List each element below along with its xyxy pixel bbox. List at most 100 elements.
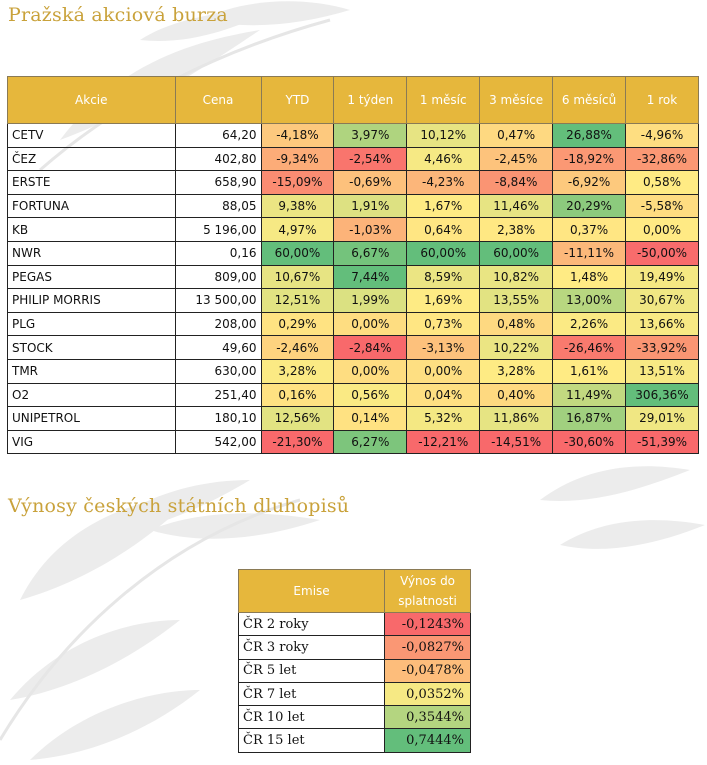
header-ytd: YTD [260,76,335,124]
header-1-mesic: 1 měsíc [406,76,481,124]
stock-price: 180,10 [174,406,262,431]
stock-change-m6: 13,00% [552,288,626,313]
stock-change-ytd: 12,56% [260,406,335,431]
stock-change-y1: -4,96% [625,123,699,148]
bond-yield: -0,0827% [384,635,471,660]
stock-change-y1: 13,51% [625,358,699,384]
stock-change-m1: -4,23% [406,170,481,195]
stock-change-ytd: 12,51% [260,288,335,313]
table-row: KB 5 196,00 4,97% -1,03% 0,64% 2,38% 0,37% 0,00… [7,217,699,242]
bond-yield: 0,7444% [384,728,471,753]
stock-change-y1: 306,36% [625,382,699,408]
table-row: ERSTE 658,90 -15,09% -0,69% -4,23% -8,84% -6,9… [7,170,699,195]
table-row: ČR 5 let -0,0478% [237,658,471,683]
stock-change-m3: -14,51% [479,429,554,455]
stock-change-ytd: -4,18% [260,123,335,148]
stock-change-m1: 0,04% [406,382,481,408]
stock-change-m6: 1,48% [552,264,626,290]
stock-change-m3: 11,46% [479,193,554,219]
stock-name: UNIPETROL [7,406,176,431]
header-1-tyden: 1 týden [333,76,408,124]
table-row: PHILIP MORRIS 13 500,00 12,51% 1,99% 1,69% 13… [7,288,699,313]
stock-change-y1: 0,58% [625,170,699,195]
stock-price: 13 500,00 [174,288,262,313]
header-vynos: Výnos do splatnosti [384,569,471,613]
bond-yield: -0,1243% [384,611,471,637]
stock-change-m3: 0,40% [479,382,554,408]
stock-change-m1: 0,00% [406,358,481,384]
stock-price: 630,00 [174,358,262,384]
stock-table-header-row: Akcie Cena YTD 1 týden 1 měsíc 3 měsíce … [7,76,699,124]
bond-name: ČR 15 let [237,728,386,753]
stock-change-m6: -30,60% [552,429,626,455]
stock-change-m3: 60,00% [479,240,554,266]
stock-change-m1: 4,46% [406,146,481,172]
bond-name: ČR 5 let [237,658,386,683]
stock-change-m6: 26,88% [552,123,626,148]
stock-change-ytd: 10,67% [260,264,335,290]
stock-change-y1: 29,01% [625,406,699,431]
stock-change-m1: -12,21% [406,429,481,455]
stock-name: CETV [7,123,176,148]
stock-change-ytd: -15,09% [260,170,335,195]
stock-change-m6: 11,49% [552,382,626,408]
table-row: ČR 3 roky -0,0827% [237,635,471,660]
stock-change-ytd: 9,38% [260,193,335,219]
stock-name: FORTUNA [7,193,176,219]
stock-name: PLG [7,311,176,337]
stock-change-m3: 0,47% [479,123,554,148]
stock-change-w1: 7,44% [333,264,408,290]
stock-change-y1: 19,49% [625,264,699,290]
stock-change-w1: 1,91% [333,193,408,219]
stock-change-w1: 3,97% [333,123,408,148]
table-row: VIG 542,00 -21,30% 6,27% -12,21% -14,51% -30,6… [7,429,699,455]
stock-price: 208,00 [174,311,262,337]
stock-change-m6: -11,11% [552,240,626,266]
stock-change-w1: 0,00% [333,311,408,337]
table-row: UNIPETROL 180,10 12,56% 0,14% 5,32% 11,86% 16,… [7,406,699,431]
stock-change-w1: 6,67% [333,240,408,266]
bond-name: ČR 3 roky [237,635,386,660]
stock-price: 49,60 [174,335,262,360]
stock-change-m6: -6,92% [552,170,626,195]
stock-price: 5 196,00 [174,217,262,242]
table-row: FORTUNA 88,05 9,38% 1,91% 1,67% 11,46% 20,29% -… [7,193,699,219]
stock-change-y1: -50,00% [625,240,699,266]
stock-name: VIG [7,429,176,455]
table-row: PEGAS 809,00 10,67% 7,44% 8,59% 10,82% 1,48% 19… [7,264,699,290]
table-row: TMR 630,00 3,28% 0,00% 0,00% 3,28% 1,61% 13,51% [7,358,699,384]
header-cena: Cena [174,76,262,124]
stock-change-m6: -26,46% [552,335,626,360]
stock-change-ytd: 4,97% [260,217,335,242]
stock-change-m3: 2,38% [479,217,554,242]
stock-change-y1: -5,58% [625,193,699,219]
stock-change-w1: 0,14% [333,406,408,431]
header-6-mesicu: 6 měsíců [552,76,626,124]
bond-table-header-row: Emise Výnos do splatnosti [237,569,471,613]
header-emise: Emise [237,569,386,613]
stock-change-m6: 20,29% [552,193,626,219]
stock-change-m6: -18,92% [552,146,626,172]
stock-change-m1: 8,59% [406,264,481,290]
stock-change-w1: -0,69% [333,170,408,195]
table-row: PLG 208,00 0,29% 0,00% 0,73% 0,48% 2,26% 13,66% [7,311,699,337]
stock-name: ČEZ [7,146,176,172]
stock-name: NWR [7,240,176,266]
table-row: CETV 64,20 -4,18% 3,97% 10,12% 0,47% 26,88% -4,… [7,123,699,148]
stock-change-m3: 11,86% [479,406,554,431]
stock-change-m6: 2,26% [552,311,626,337]
bond-yield: 0,3544% [384,705,471,730]
stock-price: 658,90 [174,170,262,195]
stock-change-m3: 0,48% [479,311,554,337]
stock-price: 64,20 [174,123,262,148]
stock-change-m3: 10,22% [479,335,554,360]
stock-change-y1: 0,00% [625,217,699,242]
stock-change-w1: 6,27% [333,429,408,455]
table-row: ČR 7 let 0,0352% [237,681,471,707]
stock-change-y1: -51,39% [625,429,699,455]
stock-change-m3: -2,45% [479,146,554,172]
stock-name: PHILIP MORRIS [7,288,176,313]
stock-change-m3: 10,82% [479,264,554,290]
stock-change-w1: -2,54% [333,146,408,172]
bond-yield: 0,0352% [384,681,471,707]
